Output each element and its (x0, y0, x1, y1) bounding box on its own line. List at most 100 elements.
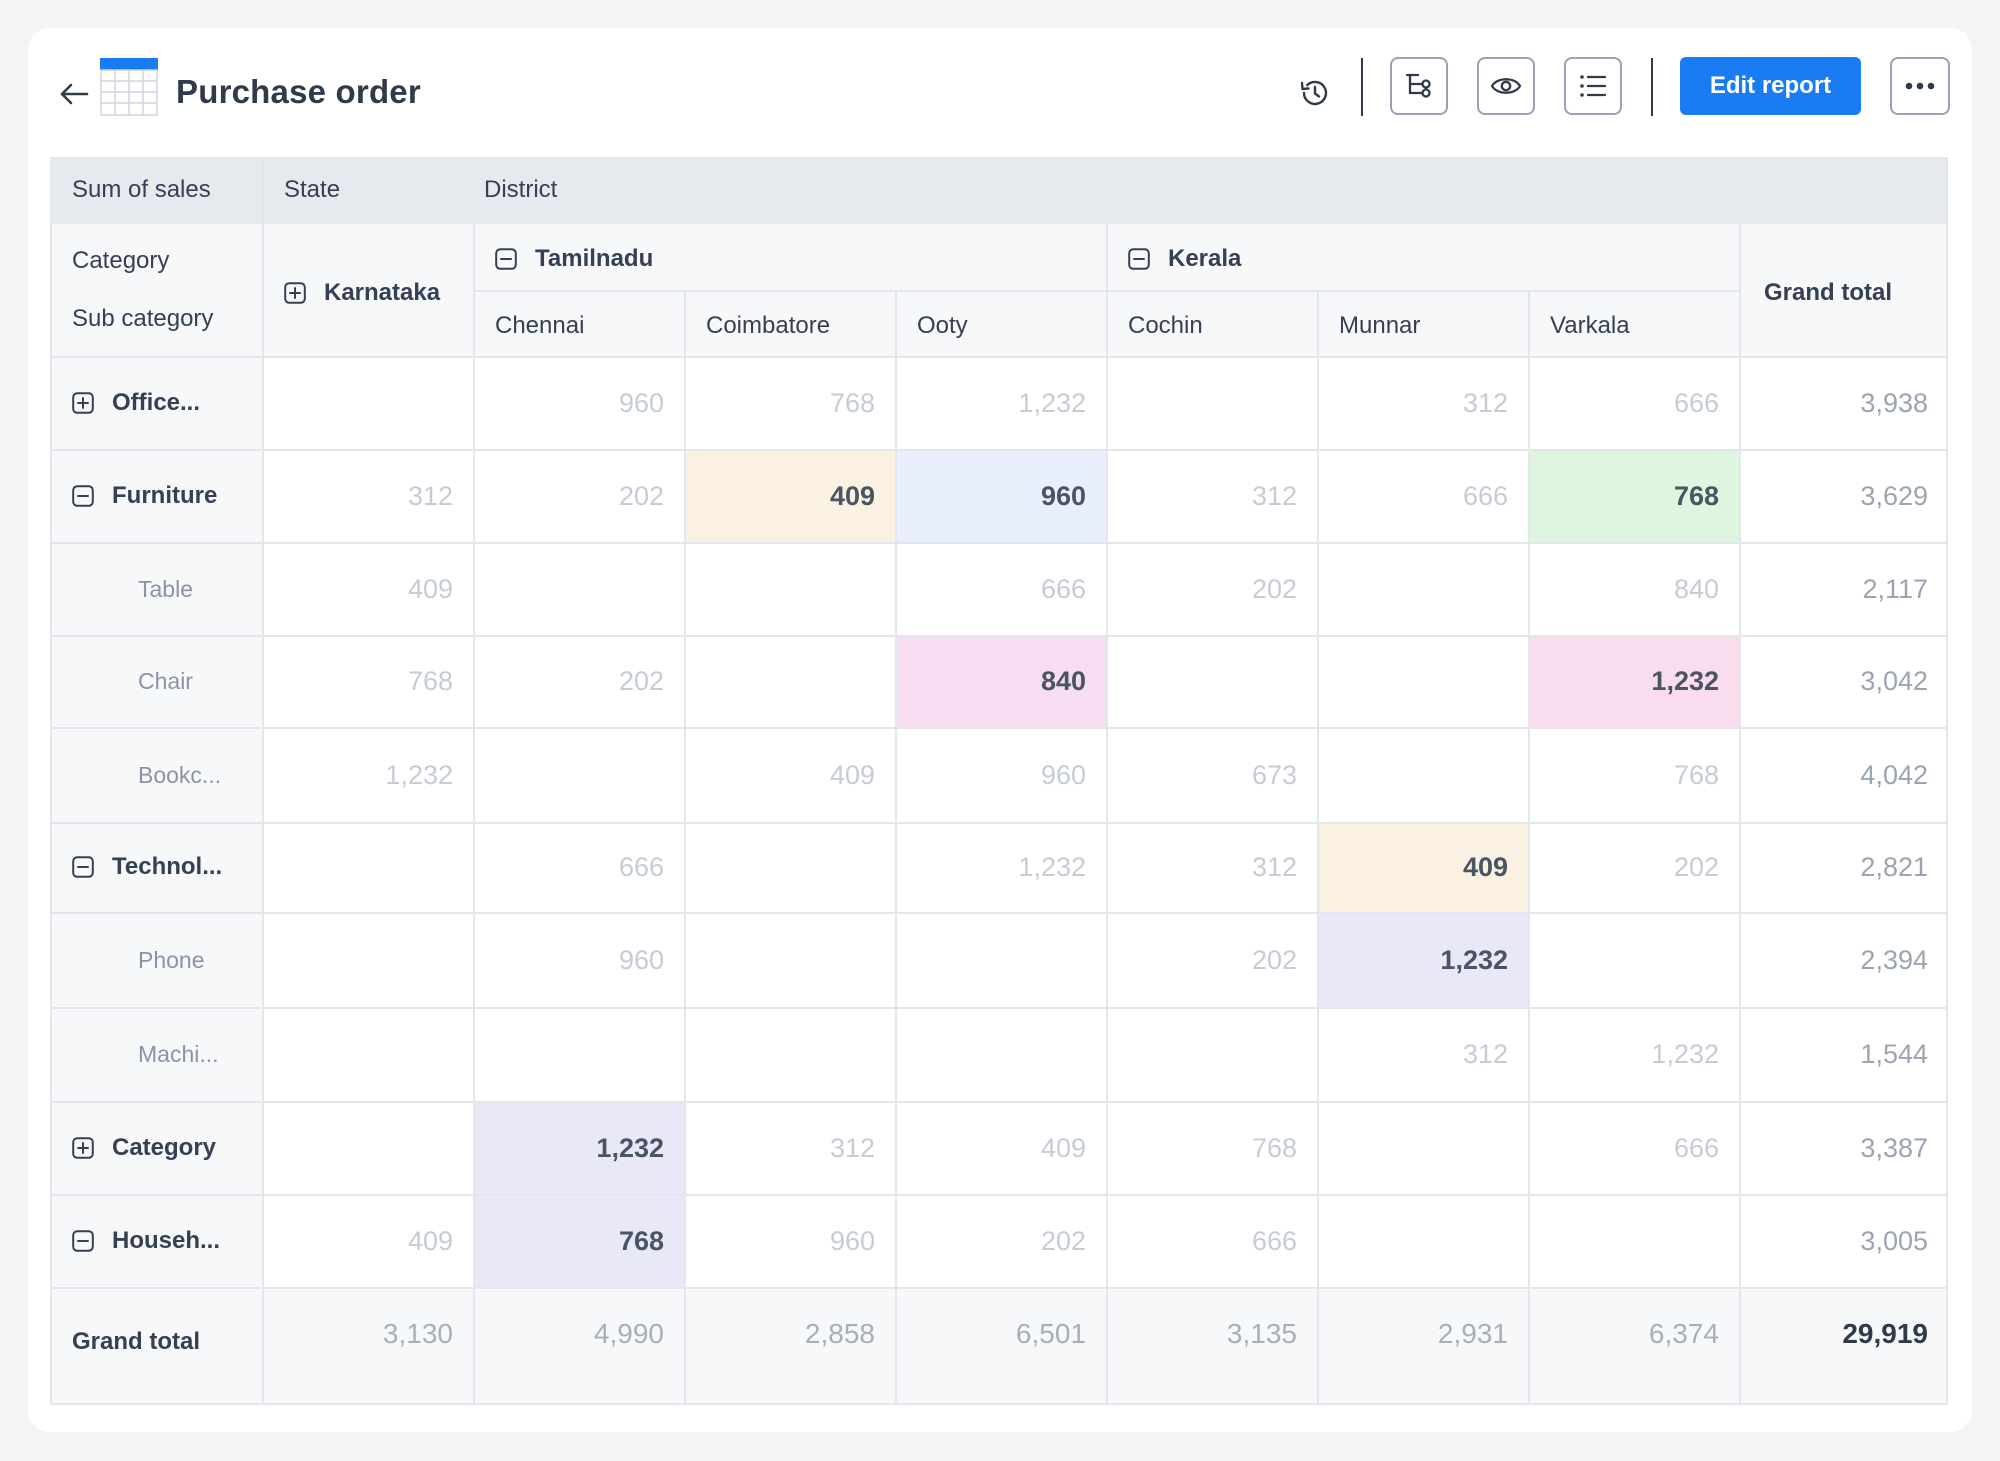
value-cell: 768 (1673, 759, 1719, 790)
grid-line (52, 449, 1946, 451)
value-cell: 409 (407, 573, 453, 604)
value-cell: 312 (1462, 1039, 1508, 1069)
value-cell: 960 (1040, 759, 1086, 790)
group-button[interactable] (1390, 57, 1448, 115)
value-cell: 312 (829, 1132, 875, 1163)
value-cell: 960 (829, 1225, 875, 1256)
history-button[interactable] (1290, 68, 1340, 118)
row-total-cell: 3,387 (1860, 1132, 1928, 1163)
grid-line (52, 727, 1946, 729)
state-header-tamilnadu: Tamilnadu (495, 244, 653, 274)
state-header-kerala: Kerala (1128, 244, 1241, 274)
measure-label: Sum of sales (72, 176, 211, 203)
row-total-cell: 3,938 (1860, 387, 1928, 418)
edit-report-button[interactable]: Edit report (1680, 57, 1861, 115)
value-cell: 666 (1251, 1225, 1297, 1256)
collapse-icon[interactable] (72, 484, 94, 507)
row-total-cell: 3,005 (1860, 1225, 1928, 1256)
highlight-cell (1317, 822, 1528, 912)
row-header-category: Technol... (72, 852, 222, 882)
row-header-sub-category: Bookc... (138, 761, 222, 788)
district-header-coimbatore: Coimbatore (706, 312, 831, 339)
highlight-cell (1528, 449, 1739, 542)
table-icon (100, 58, 158, 116)
page-title: Purchase order (176, 73, 421, 110)
back-button[interactable] (50, 72, 98, 116)
value-cell: 312 (1251, 852, 1297, 882)
column-field-district[interactable]: District (484, 176, 558, 203)
collapse-icon[interactable] (1128, 248, 1150, 270)
value-cell: 409 (1040, 1132, 1086, 1163)
row-header-category: Category (72, 1133, 216, 1163)
grand-total-cell: 2,931 (1437, 1318, 1508, 1349)
value-cell: 666 (1673, 387, 1719, 418)
pivot-header-band (52, 159, 1946, 224)
grand-total-band (262, 1287, 1946, 1403)
value-cell: 312 (407, 480, 453, 511)
district-header-chennai: Chennai (495, 312, 585, 339)
value-cell: 409 (1462, 852, 1508, 882)
grid-line (1528, 291, 1530, 1403)
value-cell: 1,232 (1440, 944, 1508, 975)
value-cell: 1,232 (1651, 1039, 1719, 1069)
grid-line (473, 224, 475, 1403)
value-cell: 202 (1251, 944, 1297, 975)
collapse-icon[interactable] (72, 856, 94, 878)
row-header-sub-category: Table (138, 575, 193, 602)
grid-line (684, 291, 686, 1403)
collapse-icon[interactable] (72, 1229, 94, 1252)
pivot-table: Sum of sales State District Category Sub… (50, 157, 1948, 1405)
value-cell: 312 (1251, 480, 1297, 511)
row-header-label: Office... (112, 388, 201, 416)
grid-line (52, 356, 1946, 358)
value-cell: 409 (829, 759, 875, 790)
grid-line (52, 1287, 1946, 1289)
grand-total-cell: 2,858 (804, 1318, 875, 1349)
state-header-karnataka: Karnataka (284, 278, 440, 308)
row-header-sub-category: Machi... (138, 1041, 219, 1067)
row-field-category[interactable]: Category (72, 247, 170, 274)
highlight-cell (895, 635, 1106, 727)
district-header-cochin: Cochin (1128, 312, 1203, 339)
more-horizontal-icon (1905, 82, 1935, 90)
highlight-cell (1317, 912, 1528, 1007)
grand-total-cell: 6,501 (1015, 1318, 1086, 1349)
arrow-left-icon (60, 83, 89, 105)
grid-line (1739, 224, 1741, 1403)
district-header-ooty: Ooty (917, 312, 968, 339)
expand-icon[interactable] (72, 1136, 94, 1159)
highlight-cell (473, 1101, 684, 1194)
highlight-cell (1528, 635, 1739, 727)
report-header: Purchase order (28, 28, 1972, 158)
value-cell: 1,232 (596, 1132, 664, 1163)
row-total-cell: 1,544 (1860, 1039, 1928, 1069)
row-header-band (52, 224, 262, 1403)
grid-line (52, 635, 1946, 637)
value-cell: 202 (618, 480, 664, 511)
row-total-cell: 3,042 (1860, 666, 1928, 696)
expand-icon[interactable] (72, 391, 94, 414)
value-cell: 960 (1040, 480, 1086, 511)
value-cell: 1,232 (1651, 666, 1719, 696)
expand-icon[interactable] (284, 282, 306, 304)
row-header-label: Category (112, 1133, 217, 1161)
grand-total-cell: 4,990 (593, 1318, 664, 1349)
view-button[interactable] (1477, 57, 1535, 115)
collapse-icon[interactable] (495, 248, 517, 270)
value-cell: 768 (618, 1225, 664, 1256)
value-cell: 312 (1462, 387, 1508, 418)
value-cell: 960 (618, 944, 664, 975)
value-cell: 202 (1251, 573, 1297, 604)
row-field-sub-category[interactable]: Sub category (72, 305, 214, 332)
grand-total-overall: 29,919 (1842, 1318, 1928, 1349)
grand-total-cell: 6,374 (1648, 1318, 1719, 1349)
column-field-state[interactable]: State (284, 176, 341, 203)
value-cell: 1,232 (385, 759, 453, 790)
grand-total-cell: 3,130 (382, 1318, 453, 1349)
grand-total-row-label: Grand total (72, 1328, 201, 1355)
more-button[interactable] (1890, 57, 1950, 115)
list-button[interactable] (1564, 57, 1622, 115)
grid-line (1317, 291, 1319, 1403)
highlight-cell (473, 1194, 684, 1287)
grid-line (1106, 224, 1108, 1403)
